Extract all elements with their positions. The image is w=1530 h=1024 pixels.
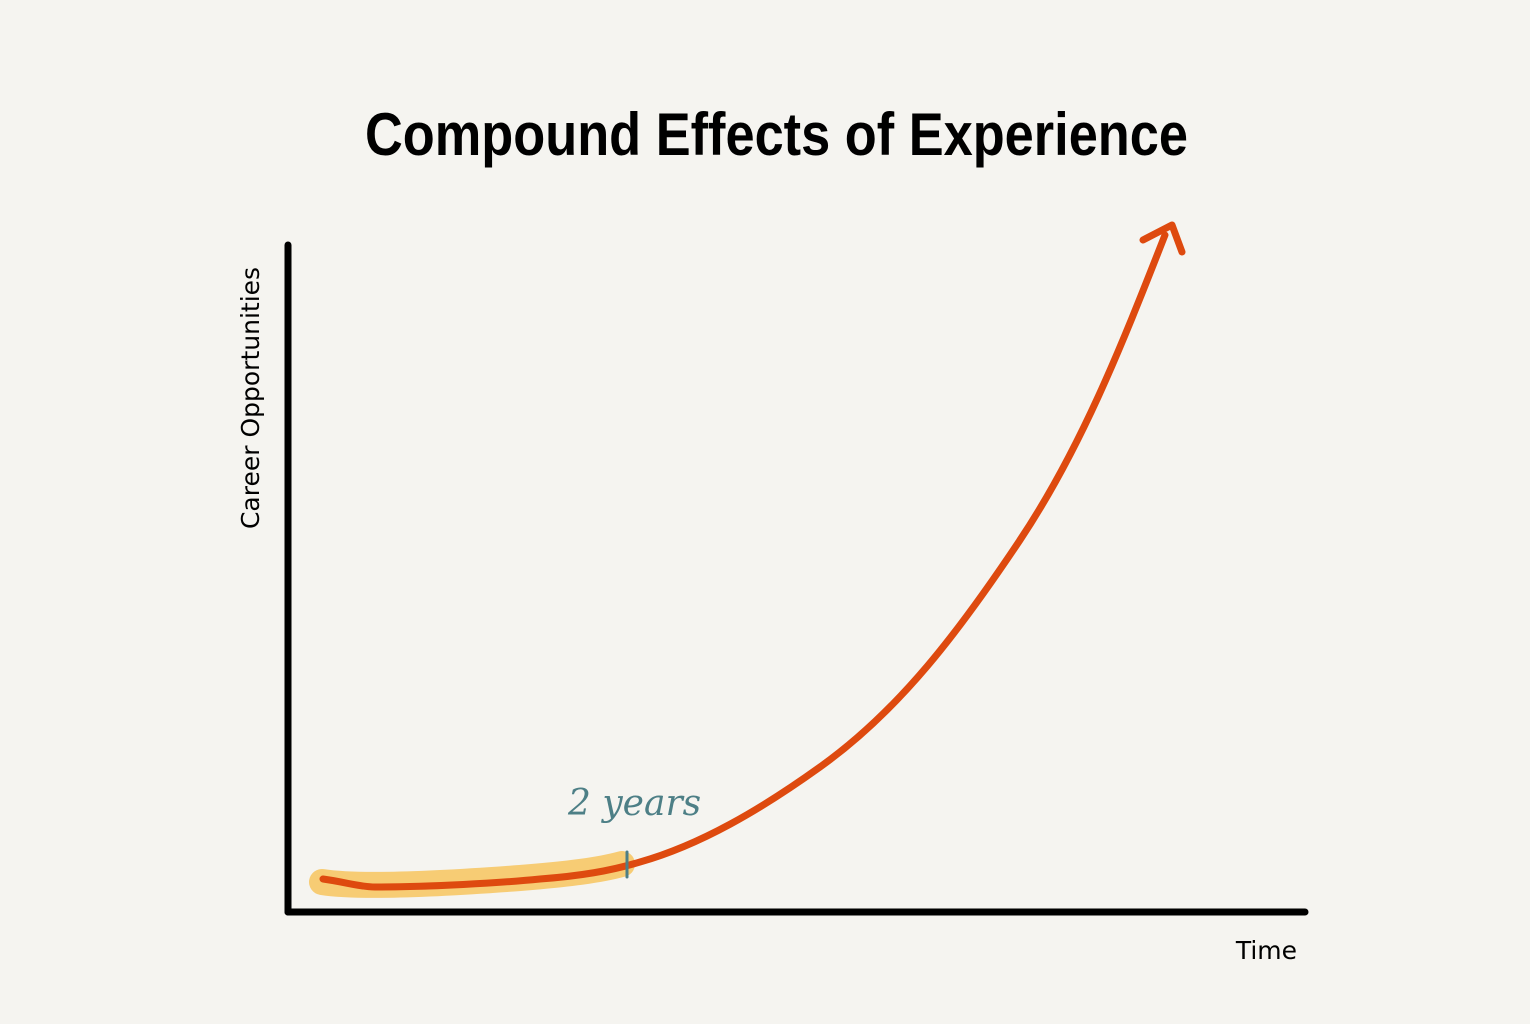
arrow-head [1139,221,1186,256]
chart-title: Compound Effects of Experience [365,101,1188,168]
growth-curve [319,231,1169,891]
x-axis-label: Time [1235,936,1297,965]
two-years-annotation: 2 years [567,783,701,824]
y-axis-label: Career Opportunities [236,267,265,529]
